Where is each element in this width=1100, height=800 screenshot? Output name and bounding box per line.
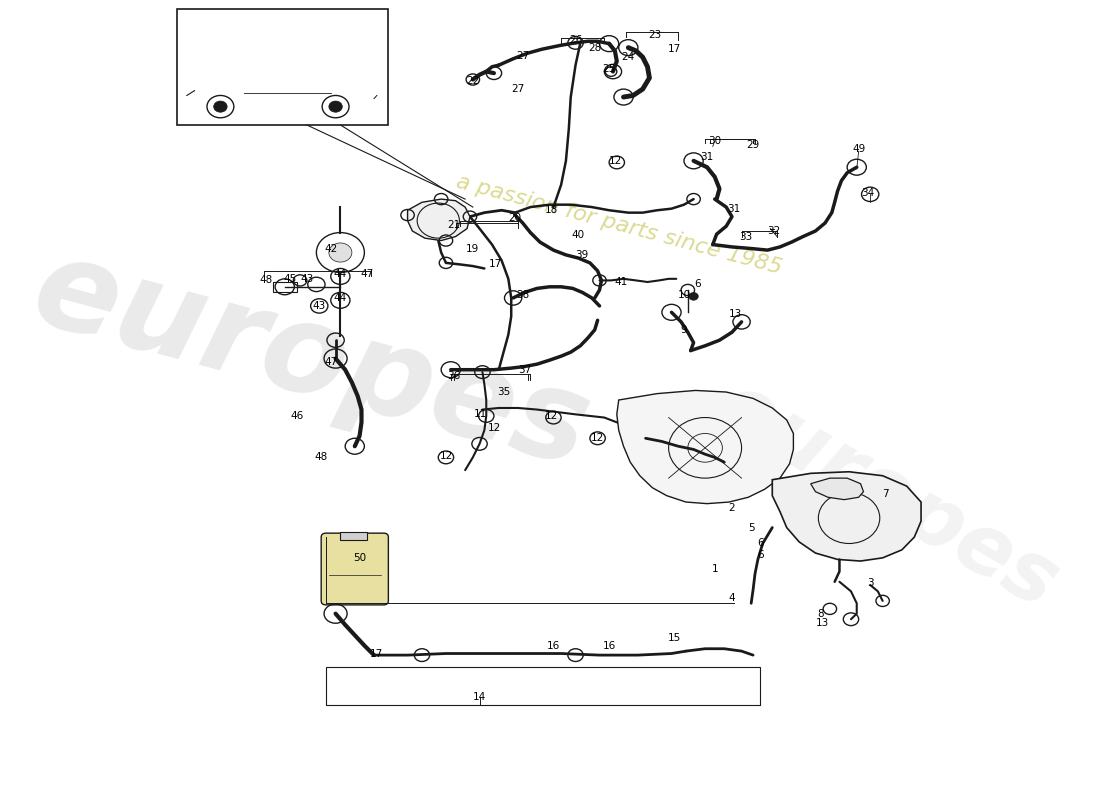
- Text: 1: 1: [712, 564, 718, 574]
- Polygon shape: [811, 478, 864, 500]
- Text: 44: 44: [333, 269, 346, 279]
- Text: 38: 38: [516, 290, 529, 300]
- Text: 31: 31: [727, 204, 740, 214]
- Text: 4: 4: [728, 593, 735, 602]
- Text: 44: 44: [333, 293, 346, 303]
- Text: 6: 6: [758, 538, 764, 549]
- Text: 15: 15: [668, 633, 681, 642]
- Text: 36: 36: [447, 371, 460, 381]
- Text: 28: 28: [588, 42, 602, 53]
- Text: 32: 32: [768, 226, 781, 236]
- Text: 46: 46: [290, 411, 304, 421]
- Text: 34: 34: [861, 188, 875, 198]
- Bar: [273, 282, 297, 291]
- Circle shape: [329, 243, 352, 262]
- Text: 12: 12: [487, 423, 500, 433]
- Text: 10: 10: [678, 290, 691, 300]
- Text: 8: 8: [817, 609, 824, 618]
- Text: 40: 40: [572, 230, 585, 240]
- Text: 23: 23: [649, 30, 662, 40]
- Text: 2: 2: [728, 502, 735, 513]
- Text: 5: 5: [748, 522, 755, 533]
- Text: 16: 16: [603, 641, 616, 650]
- Circle shape: [329, 101, 342, 112]
- Text: 48: 48: [315, 452, 328, 462]
- Text: 49: 49: [852, 144, 866, 154]
- Text: 47: 47: [324, 357, 338, 366]
- Text: 17: 17: [490, 259, 503, 270]
- FancyBboxPatch shape: [321, 533, 388, 605]
- Text: 11: 11: [474, 410, 487, 419]
- Text: 27: 27: [512, 84, 525, 94]
- Text: 24: 24: [621, 52, 635, 62]
- Text: 48: 48: [260, 275, 273, 286]
- Text: 20: 20: [508, 214, 521, 223]
- Text: 12: 12: [591, 434, 604, 443]
- Polygon shape: [408, 199, 470, 241]
- Text: 41: 41: [614, 277, 627, 287]
- Text: 13: 13: [815, 618, 828, 628]
- Text: 7: 7: [882, 489, 889, 499]
- Text: 42: 42: [324, 243, 338, 254]
- Text: 45: 45: [284, 274, 297, 284]
- Text: 26: 26: [569, 34, 582, 45]
- Text: 12: 12: [544, 411, 558, 421]
- Circle shape: [213, 101, 227, 112]
- Text: 16: 16: [547, 641, 560, 650]
- Bar: [326, 667, 760, 706]
- Text: 18: 18: [544, 206, 558, 215]
- Text: 27: 27: [516, 50, 529, 61]
- Text: 21: 21: [447, 220, 460, 230]
- Text: 14: 14: [473, 691, 486, 702]
- Text: 12: 12: [439, 451, 452, 461]
- Text: 50: 50: [353, 553, 366, 563]
- Text: 39: 39: [575, 250, 589, 260]
- Text: 47: 47: [361, 269, 374, 279]
- Bar: [340, 531, 367, 539]
- Text: 30: 30: [708, 136, 722, 146]
- Text: 33: 33: [739, 231, 752, 242]
- Text: 43: 43: [300, 274, 313, 284]
- Text: 35: 35: [497, 387, 510, 397]
- Text: 6: 6: [758, 550, 764, 561]
- Text: 25: 25: [603, 64, 616, 74]
- Text: 43: 43: [312, 301, 326, 311]
- Text: 6: 6: [694, 279, 701, 290]
- Text: a passion for parts since 1985: a passion for parts since 1985: [453, 171, 784, 278]
- Text: 22: 22: [466, 76, 480, 86]
- Polygon shape: [772, 472, 921, 561]
- Circle shape: [689, 292, 698, 300]
- Text: 17: 17: [371, 649, 384, 658]
- Text: europes: europes: [703, 366, 1072, 626]
- Text: 29: 29: [747, 140, 760, 150]
- Text: 12: 12: [609, 156, 623, 166]
- Text: 9: 9: [681, 325, 688, 335]
- Text: europes: europes: [21, 228, 603, 492]
- Text: 3: 3: [867, 578, 873, 588]
- Text: 17: 17: [668, 44, 681, 54]
- Text: 13: 13: [729, 309, 743, 319]
- Text: 37: 37: [518, 365, 531, 374]
- Text: 31: 31: [701, 152, 714, 162]
- Polygon shape: [617, 390, 793, 504]
- Bar: [177, 10, 388, 125]
- Text: 19: 19: [466, 243, 480, 254]
